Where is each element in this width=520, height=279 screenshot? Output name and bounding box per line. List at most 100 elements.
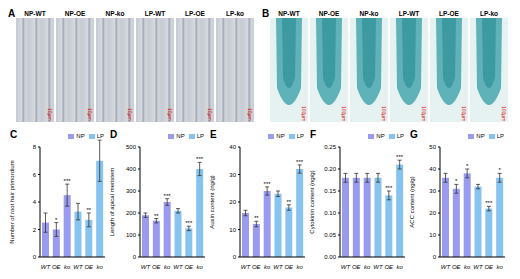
svg-text:20: 20 <box>229 199 236 205</box>
html-text:C: C <box>10 129 18 140</box>
html-text:NP-WT: NP-WT <box>24 10 46 17</box>
svg-text:**: ** <box>154 213 159 219</box>
svg-text:*: * <box>466 163 469 169</box>
svg-text:WT: WT <box>473 264 484 269</box>
svg-text:10: 10 <box>229 227 236 233</box>
svg-text:OE: OE <box>184 264 194 269</box>
svg-text:OE: OE <box>252 264 262 269</box>
svg-text:0.05: 0.05 <box>324 232 336 238</box>
html-text:E: E <box>210 129 217 140</box>
svg-text:0: 0 <box>33 254 37 260</box>
html-text:NP-ko: NP-ko <box>105 10 125 17</box>
svg-text:***: *** <box>264 181 272 187</box>
svg-text:8: 8 <box>33 144 37 150</box>
svg-text:ko: ko <box>296 264 303 269</box>
svg-text:30: 30 <box>229 172 236 178</box>
svg-text:WT: WT <box>241 264 252 269</box>
html-text:A: A <box>8 8 16 19</box>
svg-text:500: 500 <box>126 144 137 150</box>
html-text:D: D <box>110 129 118 140</box>
html-text:10μm: 10μm <box>47 108 53 121</box>
svg-text:OE: OE <box>284 264 294 269</box>
svg-text:0.00: 0.00 <box>324 254 336 260</box>
svg-text:OE: OE <box>384 264 394 269</box>
svg-text:OE: OE <box>152 264 162 269</box>
svg-text:WT: WT <box>41 264 52 269</box>
svg-text:0.10: 0.10 <box>324 210 336 216</box>
svg-text:ko: ko <box>164 264 171 269</box>
html-text:NP-ko: NP-ko <box>359 10 379 17</box>
svg-text:***: *** <box>385 185 393 191</box>
html-text:LP-WT: LP-WT <box>398 10 420 17</box>
svg-text:Length of apical meristem: Length of apical meristem <box>109 168 115 237</box>
svg-text:***: *** <box>164 193 172 199</box>
svg-text:2: 2 <box>33 227 37 233</box>
svg-text:WT: WT <box>173 264 184 269</box>
svg-text:***: *** <box>185 220 193 226</box>
svg-text:OE: OE <box>52 264 62 269</box>
svg-text:20: 20 <box>429 210 436 216</box>
svg-text:***: *** <box>296 159 304 165</box>
svg-text:0: 0 <box>133 254 137 260</box>
svg-text:OE: OE <box>84 264 94 269</box>
html-text:LP-OE: LP-OE <box>439 10 459 17</box>
svg-text:300: 300 <box>126 188 137 194</box>
html-text:B: B <box>262 8 270 19</box>
svg-text:0: 0 <box>433 254 437 260</box>
svg-text:0: 0 <box>233 254 237 260</box>
svg-text:***: *** <box>64 178 72 184</box>
svg-text:OE: OE <box>452 264 462 269</box>
svg-text:***: *** <box>485 200 493 206</box>
html-text:NP-OE: NP-OE <box>318 10 340 17</box>
svg-text:ko: ko <box>464 264 471 269</box>
svg-text:ko: ko <box>396 264 403 269</box>
html-text:LP-ko: LP-ko <box>480 10 498 17</box>
svg-text:*: * <box>498 167 501 173</box>
svg-text:ko: ko <box>496 264 503 269</box>
svg-text:WT: WT <box>373 264 384 269</box>
svg-text:10: 10 <box>429 232 436 238</box>
html-text:NP-WT: NP-WT <box>278 10 300 17</box>
svg-text:200: 200 <box>126 210 137 216</box>
svg-text:WT: WT <box>141 264 152 269</box>
svg-text:30: 30 <box>429 188 436 194</box>
svg-text:ko: ko <box>196 264 203 269</box>
svg-text:**: ** <box>86 207 91 213</box>
svg-text:WT: WT <box>341 264 352 269</box>
html-text:NP-OE: NP-OE <box>64 10 86 17</box>
html-text:G: G <box>410 129 418 140</box>
svg-text:***: *** <box>396 154 404 160</box>
svg-text:40: 40 <box>429 166 436 172</box>
html-text:LP-ko: LP-ko <box>226 10 244 17</box>
svg-text:ACC content (ng/g): ACC content (ng/g) <box>409 176 415 227</box>
svg-text:***: *** <box>196 156 204 162</box>
svg-text:WT: WT <box>441 264 452 269</box>
html-text:F: F <box>310 129 317 140</box>
svg-text:WT: WT <box>273 264 284 269</box>
svg-text:0.25: 0.25 <box>324 144 336 150</box>
svg-text:Cytokinin content (ng/g): Cytokinin content (ng/g) <box>309 170 315 233</box>
svg-text:OE: OE <box>352 264 362 269</box>
html-text:LP-OE: LP-OE <box>185 10 205 17</box>
svg-text:**: ** <box>286 199 291 205</box>
svg-text:*: * <box>55 217 58 223</box>
svg-text:ko: ko <box>364 264 371 269</box>
svg-text:Auxin content (ng/g): Auxin content (ng/g) <box>209 175 215 229</box>
svg-text:**: ** <box>254 215 259 221</box>
html-text:LP-WT: LP-WT <box>144 10 166 17</box>
svg-text:40: 40 <box>229 144 236 150</box>
svg-text:Number of root hair primordium: Number of root hair primordium <box>9 160 15 243</box>
svg-text:OE: OE <box>484 264 494 269</box>
svg-text:6: 6 <box>33 172 37 178</box>
svg-text:100: 100 <box>126 232 137 238</box>
svg-text:4: 4 <box>33 199 37 205</box>
svg-text:0.15: 0.15 <box>324 188 336 194</box>
svg-text:400: 400 <box>126 166 137 172</box>
svg-text:0.20: 0.20 <box>324 166 336 172</box>
svg-text:ko: ko <box>64 264 71 269</box>
svg-text:ko: ko <box>264 264 271 269</box>
svg-text:*: * <box>455 178 458 184</box>
svg-text:WT: WT <box>73 264 84 269</box>
svg-text:50: 50 <box>429 144 436 150</box>
svg-text:ko: ko <box>96 264 103 269</box>
